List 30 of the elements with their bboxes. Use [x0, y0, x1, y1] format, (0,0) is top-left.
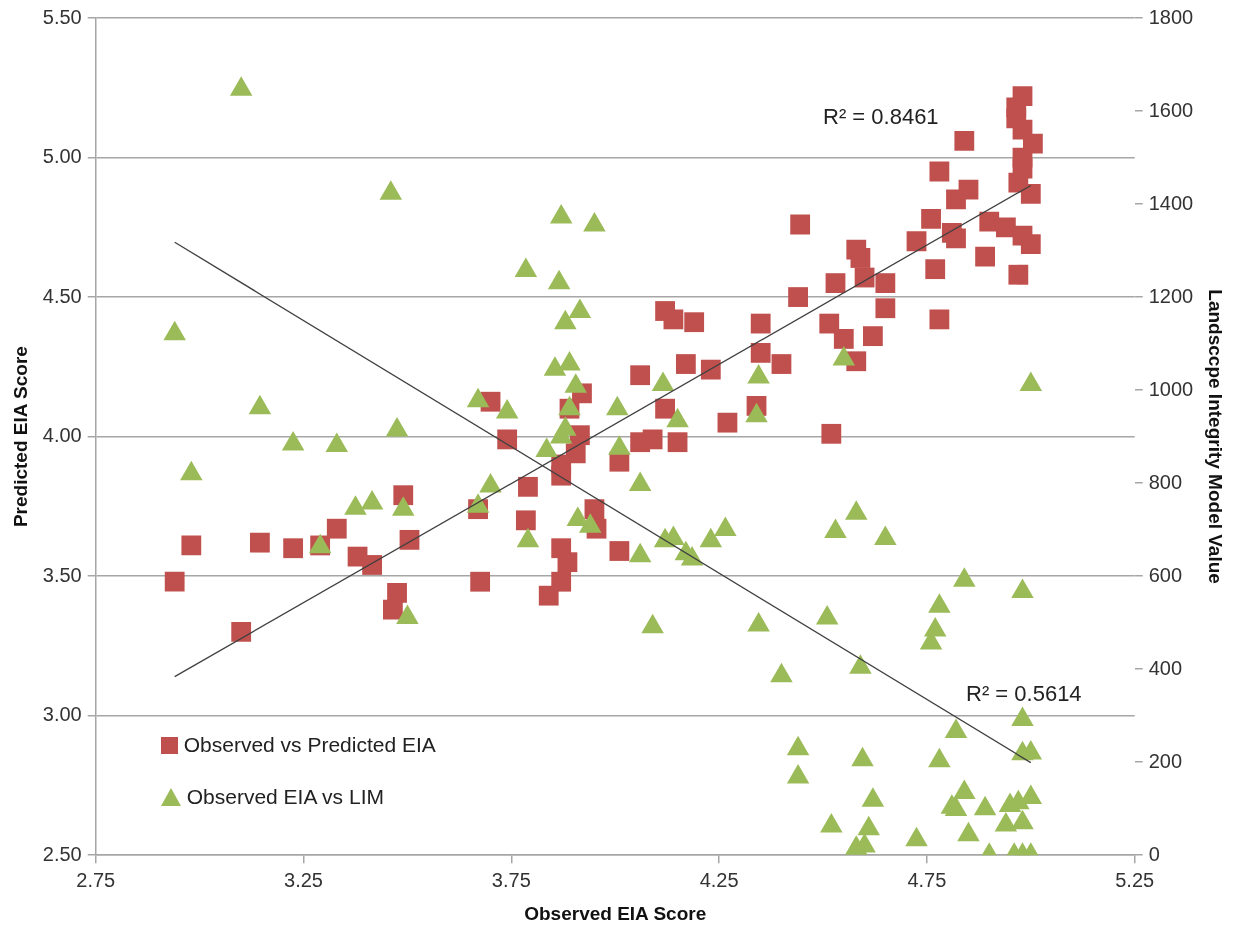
y2-tick-label: 1800: [1148, 5, 1194, 28]
y2-tick-label: 0: [1148, 842, 1160, 865]
y-axis-title: Predicted EIA Score: [9, 346, 31, 528]
y2-tick-label: 1000: [1148, 377, 1194, 400]
y-tick-label: 3.00: [42, 703, 82, 726]
y2-tick-label: 1600: [1148, 98, 1194, 121]
annotation: R² = 0.8461: [823, 103, 939, 129]
x-tick-label: 4.25: [699, 868, 739, 891]
y2-tick-label: 400: [1148, 656, 1183, 679]
x-axis-title: Observed EIA Score: [524, 902, 707, 924]
legend-label: Observed vs Predicted EIA: [183, 733, 436, 758]
x-tick-label: 3.75: [491, 868, 531, 891]
legend-label: Observed EIA vs LIM: [186, 785, 384, 810]
y2-axis-title: Landsccpe Integrity Model Value: [1205, 289, 1227, 584]
y-tick-label: 5.00: [42, 145, 82, 168]
y-tick-label: 2.50: [42, 842, 82, 865]
y-tick-label: 4.50: [42, 284, 82, 307]
x-tick-label: 5.25: [1115, 868, 1155, 891]
y-tick-label: 4.00: [42, 424, 82, 447]
y2-tick-label: 1200: [1148, 284, 1194, 307]
x-tick-label: 4.75: [907, 868, 947, 891]
y2-tick-label: 200: [1148, 749, 1183, 772]
x-tick-label: 3.25: [284, 868, 323, 891]
y-tick-label: 5.50: [42, 5, 82, 28]
y-tick-label: 3.50: [42, 563, 82, 586]
x-tick-label: 2.75: [76, 868, 116, 891]
y2-tick-label: 800: [1148, 470, 1183, 493]
y2-tick-label: 1400: [1148, 191, 1194, 214]
annotation: R² = 0.5614: [966, 680, 1082, 706]
y2-tick-label: 600: [1148, 563, 1183, 586]
